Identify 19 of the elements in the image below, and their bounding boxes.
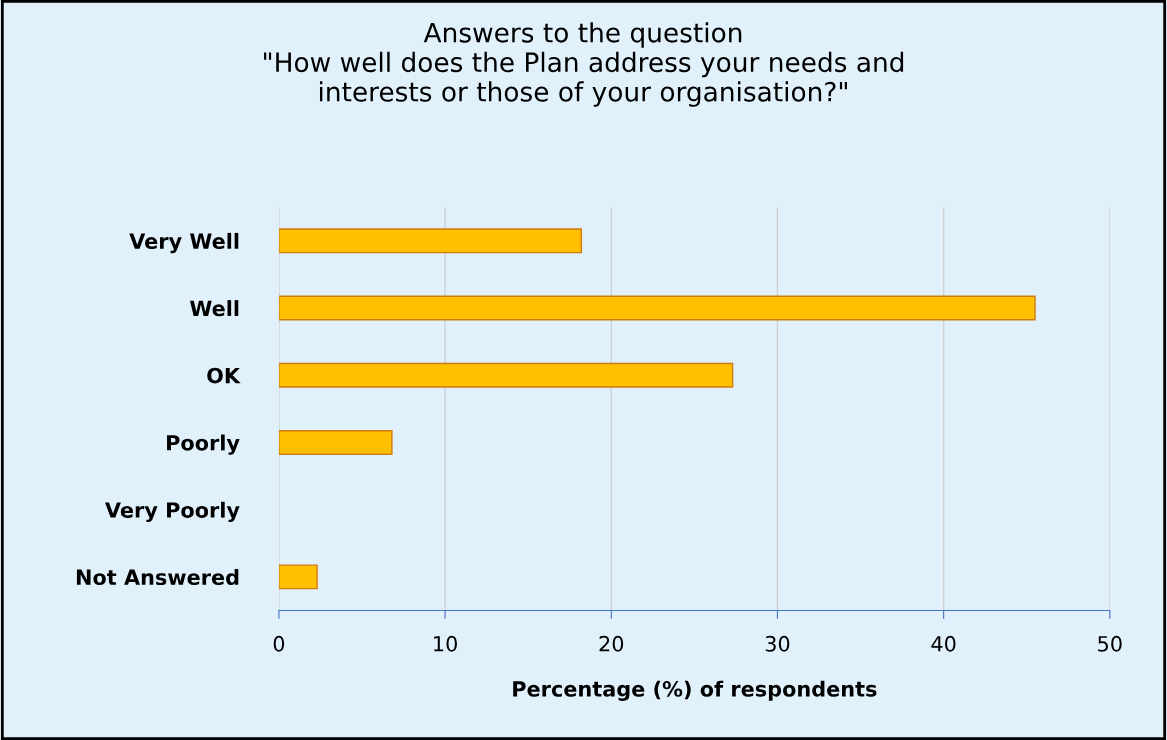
bar — [278, 295, 1036, 321]
bar — [278, 430, 393, 455]
y-tick-label: OK — [207, 367, 241, 384]
bar — [278, 564, 318, 590]
x-tick-label: 10 — [434, 635, 457, 652]
x-tick-label: 20 — [599, 635, 624, 652]
y-tick-label: Not Answered — [76, 568, 239, 586]
x-tick-label: 50 — [1098, 635, 1122, 652]
x-tick-label: 30 — [765, 635, 790, 652]
y-tick-label: Well — [190, 300, 239, 317]
y-tick-label: Poorly — [167, 434, 240, 455]
bar — [278, 362, 734, 388]
chart-title: Answers to the question "How well does the Plan address your needs and interests or those of your organisation?" — [264, 22, 904, 107]
x-tick-label: 40 — [931, 635, 956, 652]
bar — [278, 228, 583, 254]
y-tick-label: Very Well — [129, 232, 239, 254]
x-tick-label: 0 — [273, 635, 285, 652]
x-axis-title: Percentage (%) of respondents — [513, 680, 877, 701]
y-tick-label: Very Poorly — [105, 501, 240, 523]
